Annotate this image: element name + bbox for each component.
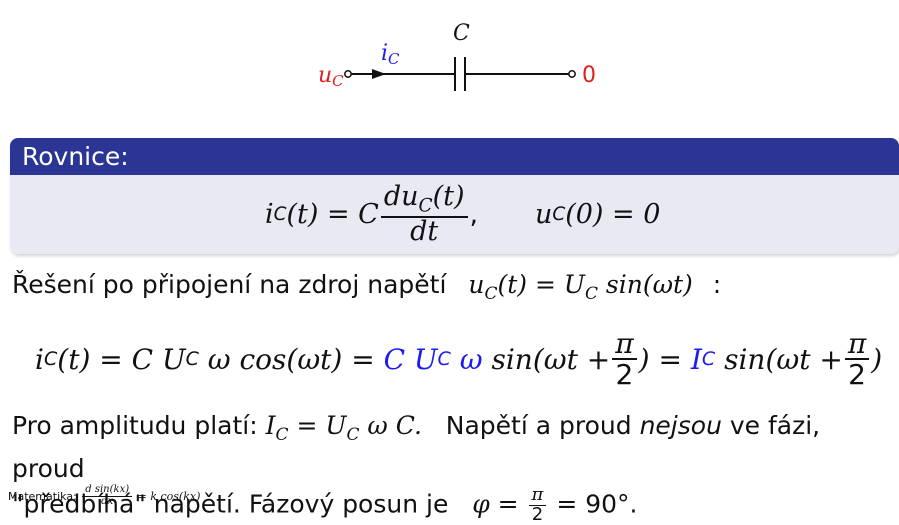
- initial-condition: u C (0) = 0: [535, 199, 661, 230]
- amplitude-paragraph: Pro amplitudu platí: IC = UC ω C. Napětí…: [12, 411, 821, 525]
- math-footnote: Matematika: d sin(kx) dx = k cos(kx): [8, 484, 201, 507]
- capacitor-circuit-diagram: uC iC C 0: [318, 21, 596, 91]
- derivative-fraction: duC(t) dt: [380, 182, 468, 246]
- left-terminal: [344, 70, 352, 78]
- current-label: iC: [381, 41, 400, 68]
- current-arrow-icon: [372, 69, 386, 79]
- block-title: Rovnice:: [10, 138, 899, 175]
- right-terminal: [568, 70, 576, 78]
- footnote-fraction: d sin(kx) dx: [82, 484, 133, 507]
- differential-equation: i C (t) = C duC(t) dt ,: [265, 180, 479, 247]
- capacitor-label: C: [453, 21, 470, 46]
- block-body: i C (t) = C duC(t) dt , u C (0) = 0: [10, 175, 899, 254]
- solution-intro: Řešení po připojení na zdroj napětí uC(t…: [12, 270, 722, 304]
- ground-label: 0: [582, 63, 596, 88]
- equations-block: Rovnice: i C (t) = C duC(t) dt , u C (0) = 0: [10, 138, 899, 254]
- voltage-label: uC: [318, 63, 344, 90]
